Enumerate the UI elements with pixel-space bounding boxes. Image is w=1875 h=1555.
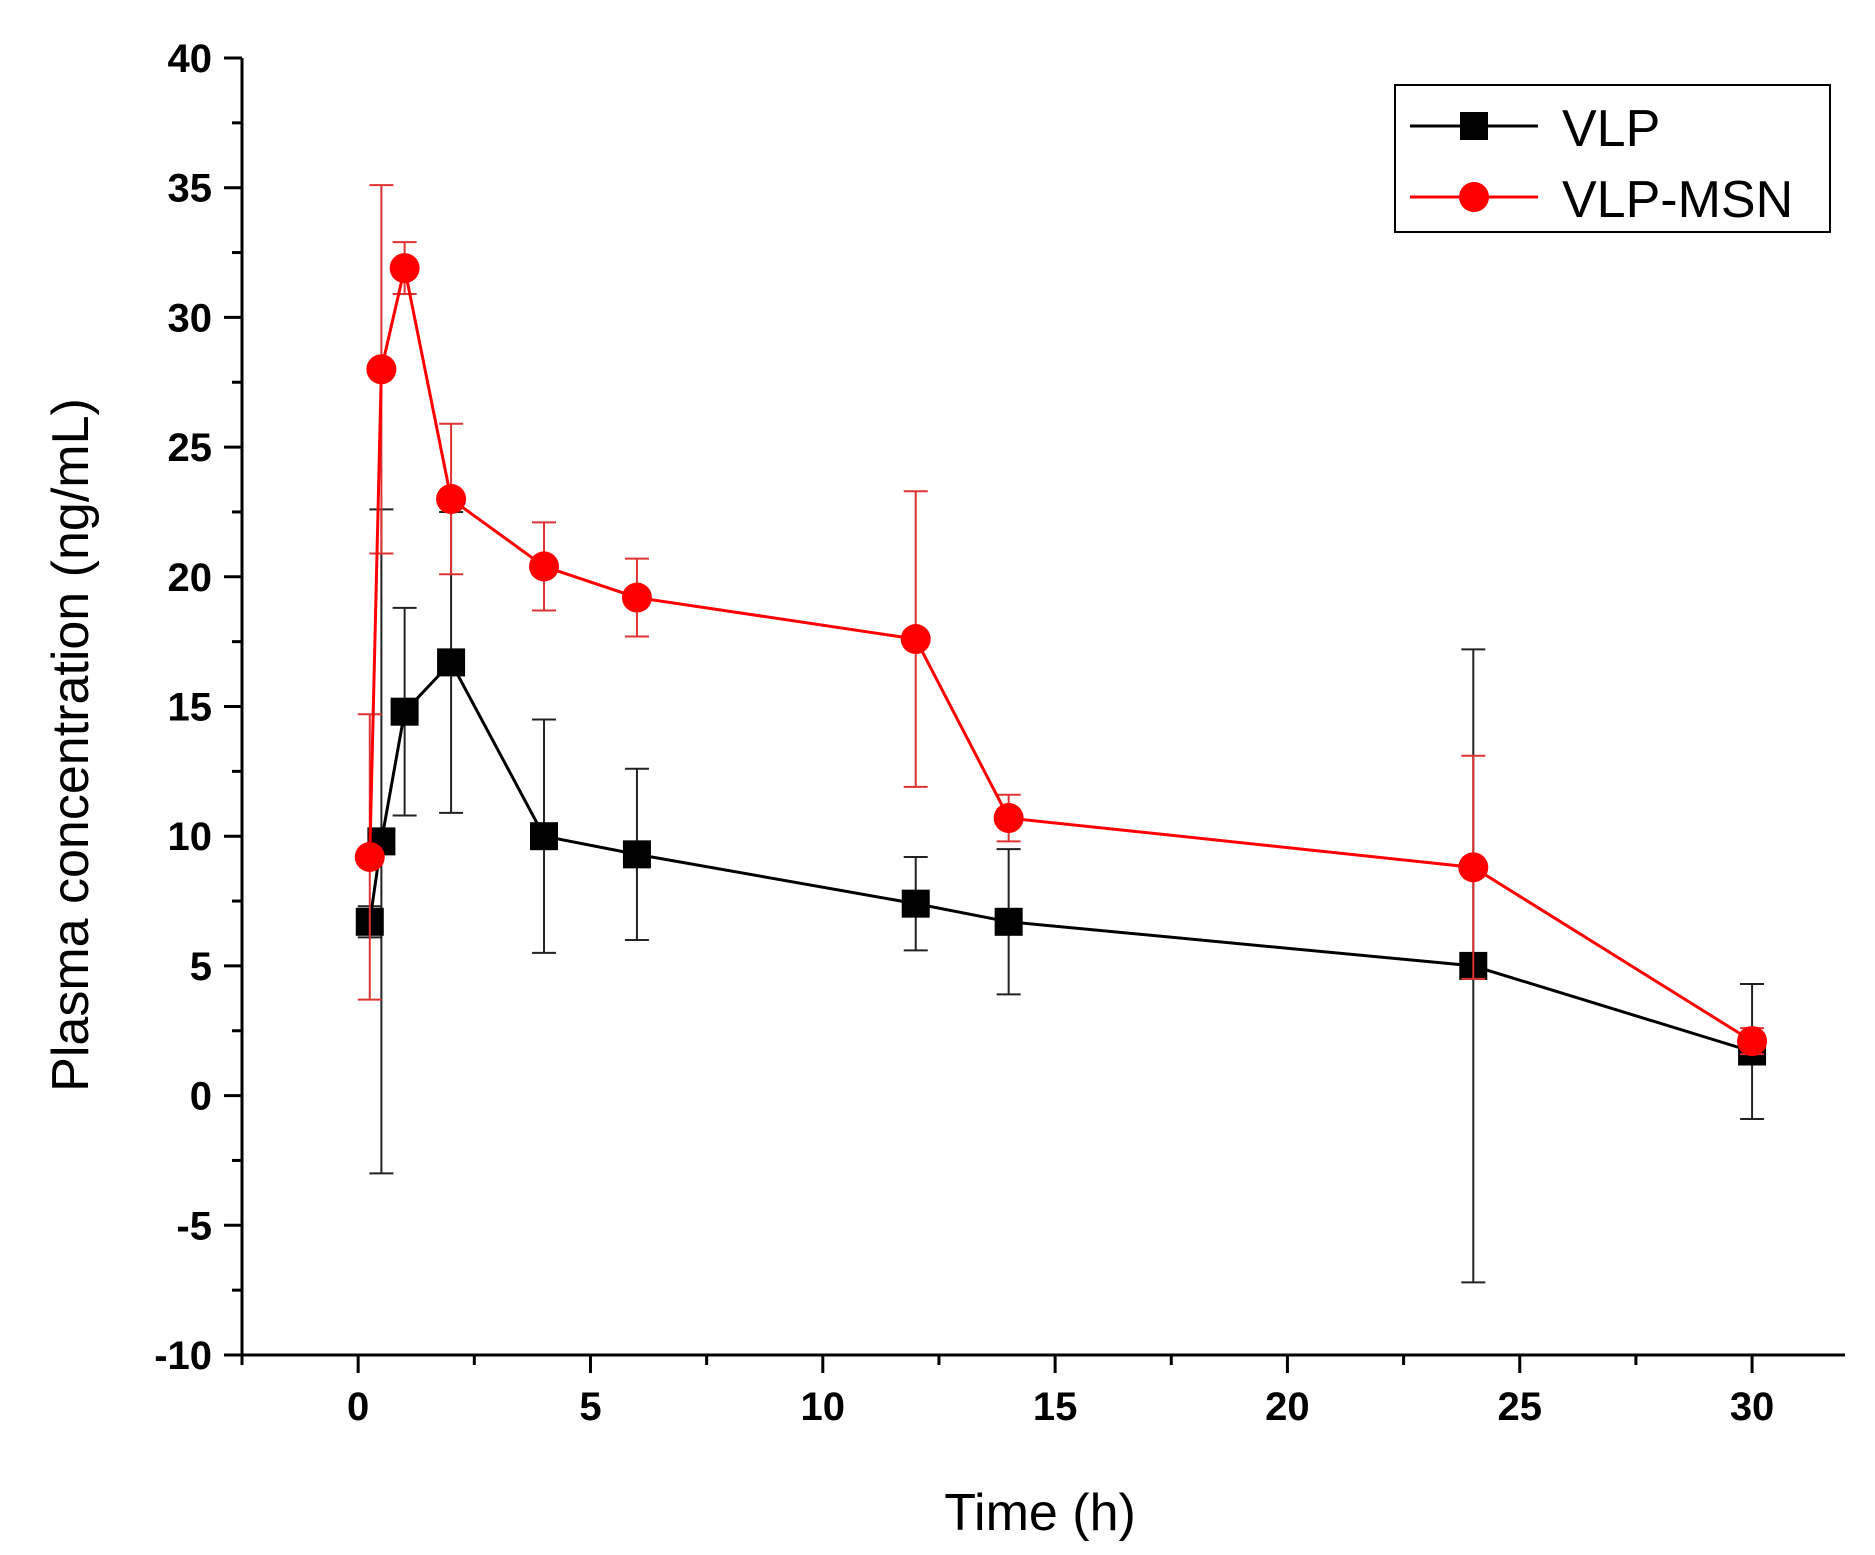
data-point bbox=[994, 907, 1023, 936]
x-tick-label: 10 bbox=[801, 1385, 846, 1429]
data-point bbox=[530, 822, 559, 851]
plot-area bbox=[354, 184, 1768, 1284]
y-tick-label: 30 bbox=[168, 296, 213, 340]
y-tick-label: 40 bbox=[168, 37, 213, 81]
y-tick-label: 35 bbox=[168, 167, 213, 211]
data-point bbox=[354, 841, 385, 872]
x-tick-label: 25 bbox=[1498, 1385, 1543, 1429]
series-line-vlp bbox=[368, 659, 1753, 1053]
series-line-vlp-msn bbox=[368, 267, 1753, 1043]
series-vlp-msn bbox=[354, 184, 1768, 1057]
legend-marker-vlp-msn bbox=[1459, 182, 1489, 212]
legend: VLP VLP-MSN bbox=[1394, 84, 1831, 233]
data-point bbox=[900, 624, 931, 655]
series-vlp bbox=[355, 508, 1767, 1284]
legend-label-vlp-msn: VLP-MSN bbox=[1562, 171, 1793, 229]
data-point bbox=[390, 697, 419, 726]
data-point bbox=[437, 648, 466, 677]
y-tick-label: 5 bbox=[190, 945, 212, 989]
y-tick-label: 20 bbox=[168, 556, 213, 600]
data-point bbox=[621, 582, 652, 613]
data-point bbox=[901, 889, 930, 918]
y-tick-label: 25 bbox=[168, 426, 213, 470]
data-point bbox=[1737, 1026, 1768, 1057]
data-point bbox=[366, 354, 397, 385]
x-tick-label: 0 bbox=[347, 1385, 369, 1429]
x-tick-label: 20 bbox=[1265, 1385, 1310, 1429]
data-point bbox=[436, 483, 467, 514]
y-tick-label: -10 bbox=[154, 1334, 212, 1378]
y-tick-label: 15 bbox=[168, 686, 213, 730]
data-point bbox=[993, 803, 1024, 834]
x-tick-label: 15 bbox=[1033, 1385, 1078, 1429]
data-point bbox=[1458, 852, 1489, 883]
x-axis-title: Time (h) bbox=[944, 1484, 1136, 1542]
data-point bbox=[622, 840, 651, 869]
data-point bbox=[529, 551, 560, 582]
legend-marker-vlp bbox=[1460, 112, 1488, 140]
y-axis-title: Plasma concentration (ng/mL) bbox=[42, 398, 100, 1092]
data-point bbox=[389, 253, 420, 284]
y-tick-label: -5 bbox=[176, 1204, 212, 1248]
y-tick-label: 0 bbox=[190, 1075, 212, 1119]
x-tick-label: 30 bbox=[1730, 1385, 1775, 1429]
axes: -10 -5 0 5 10 15 20 25 30 35 40 0 5 10 15 20 25 30 bbox=[154, 37, 1845, 1429]
y-tick-label: 10 bbox=[168, 815, 213, 859]
x-tick-label: 5 bbox=[579, 1385, 601, 1429]
legend-label-vlp: VLP bbox=[1562, 100, 1660, 158]
